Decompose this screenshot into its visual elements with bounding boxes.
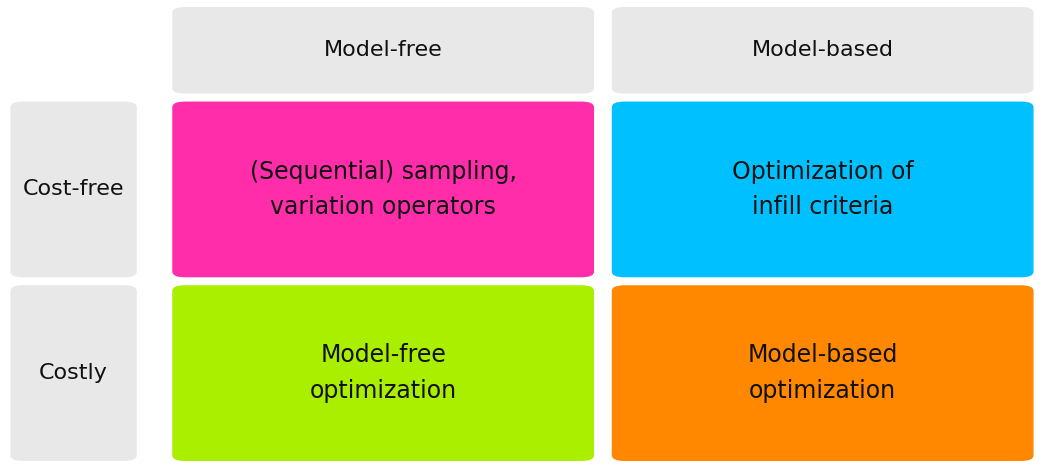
FancyBboxPatch shape bbox=[172, 102, 594, 277]
FancyBboxPatch shape bbox=[172, 7, 594, 94]
Text: Model-based
optimization: Model-based optimization bbox=[748, 344, 898, 403]
FancyBboxPatch shape bbox=[10, 285, 137, 461]
Text: Optimization of
infill criteria: Optimization of infill criteria bbox=[732, 160, 914, 219]
FancyBboxPatch shape bbox=[612, 102, 1034, 277]
FancyBboxPatch shape bbox=[10, 102, 137, 277]
Text: Cost-free: Cost-free bbox=[23, 179, 124, 199]
FancyBboxPatch shape bbox=[612, 285, 1034, 461]
Text: Costly: Costly bbox=[40, 363, 108, 383]
Text: Model-free: Model-free bbox=[324, 40, 443, 60]
Text: Model-free
optimization: Model-free optimization bbox=[310, 344, 456, 403]
FancyBboxPatch shape bbox=[612, 7, 1034, 94]
FancyBboxPatch shape bbox=[172, 285, 594, 461]
Text: Model-based: Model-based bbox=[752, 40, 894, 60]
Text: (Sequential) sampling,
variation operators: (Sequential) sampling, variation operato… bbox=[250, 160, 517, 219]
